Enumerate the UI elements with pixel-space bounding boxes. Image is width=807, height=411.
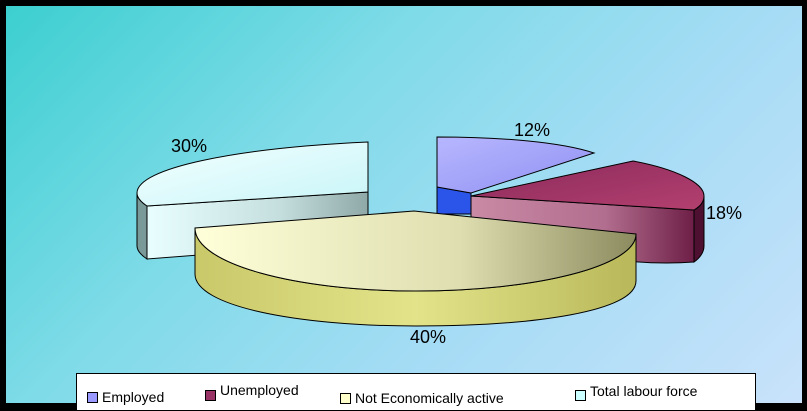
slice-total-labour-force-top: [136, 141, 369, 207]
legend-label-employed: Employed: [102, 389, 165, 405]
legend-swatch-unemployed: [205, 390, 216, 401]
legend-label-total-labour-force: Total labour force: [590, 382, 698, 399]
label-employed-pct: 12%: [514, 120, 550, 140]
label-not-economically-active-pct: 40%: [410, 327, 446, 347]
pie-chart: 12% 18% 40% 30%: [136, 120, 742, 347]
slice-unemployed-top: [470, 160, 705, 211]
slice-employed: [436, 136, 596, 215]
slice-employed-top: [436, 136, 596, 194]
label-total-labour-force-pct: 30%: [171, 136, 207, 156]
legend-item-total-labour-force: Total labour force: [575, 380, 697, 401]
slice-not-economically-active: [194, 210, 637, 327]
legend-swatch-employed: [87, 391, 98, 403]
legend-item-not-economically-active: Not Economically active: [340, 389, 504, 407]
legend-item-unemployed: Unemployed: [205, 378, 299, 401]
label-unemployed-pct: 18%: [706, 203, 742, 223]
legend: Employed Unemployed Not Economically act…: [76, 373, 756, 411]
legend-item-employed: Employed: [87, 389, 164, 405]
legend-swatch-total-labour-force: [575, 390, 586, 401]
legend-label-not-economically-active: Not Economically active: [355, 390, 504, 406]
legend-swatch-not-economically-active: [340, 392, 351, 404]
slice-not-economically-active-top: [194, 210, 637, 292]
legend-label-unemployed: Unemployed: [220, 381, 299, 398]
